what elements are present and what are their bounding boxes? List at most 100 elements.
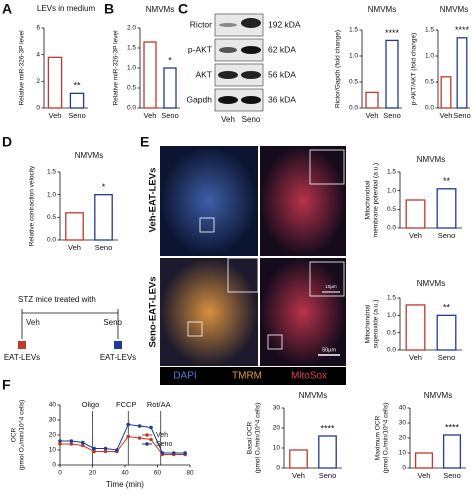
point bbox=[137, 436, 142, 440]
y-axis-label: (pmol O₂/min/10^4 cells) bbox=[383, 403, 390, 474]
y-tick-label: 1.5 bbox=[47, 169, 56, 176]
legend-treatment: EAT-LEVs bbox=[100, 353, 136, 362]
bar bbox=[94, 194, 113, 241]
bar bbox=[385, 39, 399, 109]
y-tick-label: 30 bbox=[273, 405, 281, 412]
channel-label: TMRM bbox=[232, 371, 262, 382]
x-tick-label: 40 bbox=[121, 470, 129, 477]
y-tick-label: 10 bbox=[399, 450, 407, 457]
panel-label: E bbox=[140, 134, 149, 150]
y-axis-label: Mitochondrial bbox=[365, 180, 372, 219]
bar bbox=[65, 212, 84, 241]
y-tick-label: 40 bbox=[49, 402, 57, 409]
y-axis-label: p-AKT/AKT (fold change) bbox=[411, 33, 418, 106]
panel-label: C bbox=[178, 1, 188, 17]
significance: **** bbox=[445, 422, 460, 432]
significance: ** bbox=[73, 81, 81, 91]
x-tick-label: Veh bbox=[440, 111, 453, 120]
y-tick-label: 20 bbox=[49, 432, 57, 439]
significance: ** bbox=[443, 176, 451, 186]
y-tick-label: 0.0 bbox=[47, 237, 56, 244]
y-tick-label: 0.5 bbox=[387, 206, 396, 213]
chart-title: NMVMs bbox=[75, 151, 103, 160]
y-tick-label: 20 bbox=[273, 425, 281, 432]
bar bbox=[47, 56, 63, 109]
y-tick-label: 30 bbox=[399, 420, 407, 427]
y-axis-label: (pmol O₂/min/10^4 cells) bbox=[255, 403, 262, 474]
band-name: AKT bbox=[195, 69, 212, 79]
legend-d-timeline bbox=[18, 309, 122, 349]
chart-title: NMVMs bbox=[417, 279, 445, 288]
point bbox=[126, 434, 131, 439]
y-axis-label: (pmol O₂/min/10^4 cells) bbox=[19, 400, 26, 471]
panel-label: F bbox=[2, 377, 11, 393]
y-tick-label: 10 bbox=[273, 445, 281, 452]
bar bbox=[436, 314, 457, 351]
point bbox=[183, 451, 187, 455]
band-name: Rictor bbox=[190, 19, 212, 29]
western-blot bbox=[214, 13, 264, 112]
x-tick-label: Veh bbox=[418, 471, 431, 480]
injection-label: Rot/AA bbox=[147, 400, 171, 409]
bar bbox=[414, 452, 434, 469]
x-tick-label: Veh bbox=[366, 111, 379, 120]
significance: **** bbox=[385, 28, 400, 38]
channel-label: DAPI bbox=[173, 371, 196, 382]
y-tick-label: 1.0 bbox=[387, 187, 396, 194]
band-size: 192 kDA bbox=[268, 19, 301, 29]
legend-group: Seno bbox=[103, 318, 122, 327]
band-name: Gapdh bbox=[186, 94, 212, 104]
y-tick-label: 0 bbox=[402, 465, 406, 472]
legend-marker bbox=[145, 442, 149, 446]
legend-label: Seno bbox=[156, 441, 172, 448]
significance: ** bbox=[443, 303, 451, 313]
bar bbox=[69, 92, 85, 109]
panel-label: A bbox=[2, 1, 12, 17]
chart-title: NMVMs bbox=[299, 391, 327, 400]
point bbox=[58, 442, 62, 446]
panel-label: B bbox=[104, 1, 114, 17]
x-tick-label: 0 bbox=[58, 470, 62, 477]
x-tick-label: Veh bbox=[292, 471, 305, 480]
x-tick-label: Veh bbox=[68, 243, 81, 252]
y-tick-label: 1.0 bbox=[127, 65, 136, 72]
point bbox=[80, 440, 85, 445]
point bbox=[126, 422, 131, 427]
y-axis-label: Relative contraction velocity bbox=[29, 165, 36, 246]
y-tick-label: 0.5 bbox=[425, 79, 434, 86]
point bbox=[149, 437, 153, 442]
y-tick-label: 20 bbox=[399, 435, 407, 442]
chart-title: NMVMs bbox=[440, 5, 468, 14]
lane-label: Seno bbox=[242, 115, 261, 124]
y-tick-label: 1.5 bbox=[127, 45, 136, 52]
y-tick-label: 2 bbox=[36, 78, 40, 85]
injection-label: Oligo bbox=[82, 400, 100, 409]
x-tick-label: Seno bbox=[443, 471, 461, 480]
y-axis-label: Maximum OCR bbox=[375, 415, 382, 460]
y-axis-label: membrane potential (a.u.) bbox=[373, 163, 380, 237]
chart-title: NMVMs bbox=[368, 5, 396, 14]
y-tick-label: 0.0 bbox=[387, 225, 396, 232]
lane-label: Veh bbox=[221, 115, 235, 124]
y-tick-label: 0.5 bbox=[127, 85, 136, 92]
y-axis-label: Basal OCR bbox=[247, 421, 254, 454]
y-tick-label: 0.5 bbox=[387, 329, 396, 336]
y-tick-label: 6 bbox=[36, 25, 40, 32]
x-tick-label: Seno bbox=[68, 111, 86, 120]
point bbox=[149, 425, 153, 430]
legend-label: Veh bbox=[156, 432, 168, 439]
injection-label: FCCP bbox=[116, 400, 136, 409]
significance: **** bbox=[455, 25, 470, 35]
microscopy-images bbox=[160, 146, 346, 385]
point bbox=[92, 446, 96, 451]
point bbox=[92, 449, 96, 454]
legend-marker bbox=[145, 433, 149, 437]
band-size: 62 kDA bbox=[268, 44, 296, 54]
x-tick-label: Seno bbox=[319, 471, 337, 480]
y-tick-label: 0.0 bbox=[425, 105, 434, 112]
significance: **** bbox=[320, 423, 335, 433]
point bbox=[115, 448, 119, 452]
y-tick-label: 0.5 bbox=[47, 214, 56, 221]
y-tick-label: 40 bbox=[399, 405, 407, 412]
point bbox=[103, 446, 108, 451]
